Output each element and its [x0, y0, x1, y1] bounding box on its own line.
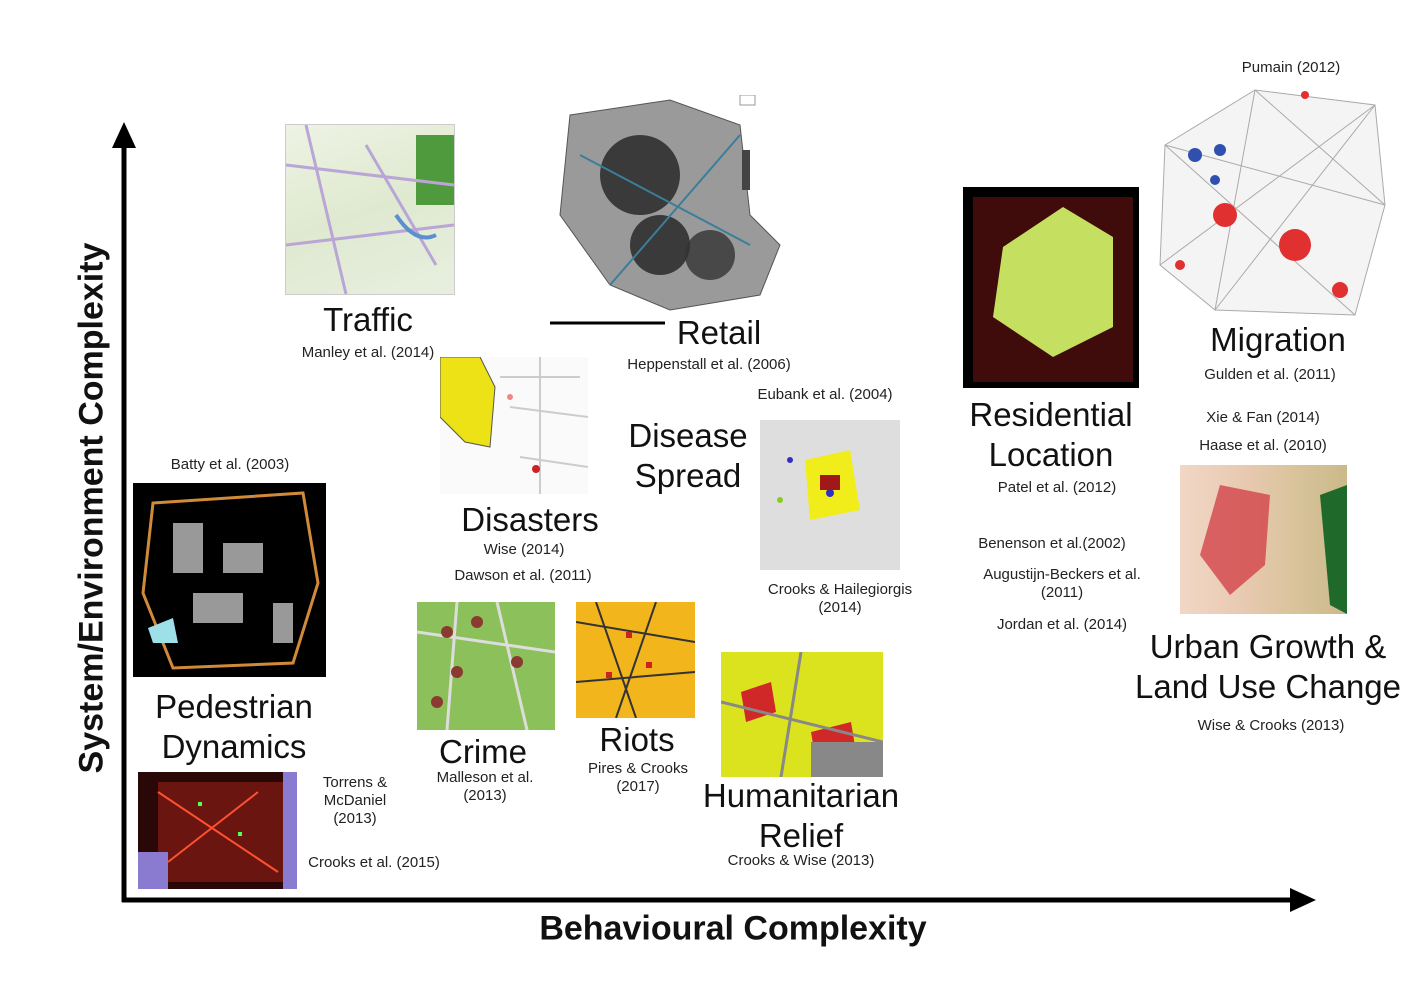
- riots-map: [575, 601, 696, 719]
- topic-title: Pedestrian Dynamics: [155, 688, 313, 765]
- land-use-map: [1180, 465, 1347, 614]
- migration-network: [1155, 85, 1388, 320]
- topic-title: Retail: [676, 314, 762, 351]
- citation: Wise & Crooks (2013): [1197, 717, 1345, 734]
- humanitarian-map: [720, 651, 884, 778]
- citation: Gulden et al. (2011): [1204, 366, 1336, 383]
- citation: Crooks & Hailegiorgis (2014): [767, 581, 913, 616]
- retail-map: [550, 94, 800, 330]
- citation: Crooks et al. (2015): [308, 854, 440, 871]
- y-arrow: [112, 122, 136, 148]
- crime-map: [416, 601, 556, 731]
- disasters-map: [439, 356, 589, 494]
- residential-map: [963, 187, 1139, 388]
- citation: Eubank et al. (2004): [757, 386, 893, 403]
- citation: Manley et al. (2014): [301, 344, 435, 361]
- y-axis-label: System/Environment Complexity: [72, 242, 111, 774]
- topic-title: Humanitarian Relief: [702, 777, 900, 854]
- citation: Heppenstall et al. (2006): [627, 356, 791, 373]
- topic-title: Urban Growth & Land Use Change: [1134, 628, 1402, 705]
- citation: Malleson et al. (2013): [436, 769, 534, 804]
- citation: Patel et al. (2012): [997, 479, 1117, 496]
- x-arrow: [1290, 888, 1316, 912]
- topic-title: Riots: [599, 721, 675, 758]
- pedestrian-map: [133, 483, 326, 677]
- citation: Wise (2014): [483, 541, 565, 558]
- topic-title: Disease Spread: [628, 417, 748, 494]
- topic-title: Migration: [1210, 321, 1346, 358]
- citation: Haase et al. (2010): [1199, 437, 1327, 454]
- citation: Xie & Fan (2014): [1206, 409, 1320, 426]
- citation: Pires & Crooks (2017): [587, 760, 689, 795]
- citation: Batty et al. (2003): [170, 456, 290, 473]
- traffic-map: [285, 124, 455, 295]
- topic-title: Crime: [439, 733, 527, 770]
- citation: Jordan et al. (2014): [996, 616, 1128, 633]
- x-axis-label: Behavioural Complexity: [539, 909, 927, 948]
- disease-map: [750, 410, 910, 580]
- citation: Pumain (2012): [1241, 59, 1341, 76]
- citation: Augustijn-Beckers et al. (2011): [983, 566, 1141, 601]
- topic-title: Disasters: [461, 501, 599, 538]
- citation: Crooks & Wise (2013): [727, 852, 875, 869]
- crowd-grid: [138, 772, 297, 889]
- citation: Torrens & McDaniel (2013): [322, 774, 388, 827]
- citation: Benenson et al.(2002): [978, 535, 1126, 552]
- topic-title: Residential Location: [969, 396, 1133, 473]
- citation: Dawson et al. (2011): [454, 567, 592, 584]
- topic-title: Traffic: [323, 301, 413, 338]
